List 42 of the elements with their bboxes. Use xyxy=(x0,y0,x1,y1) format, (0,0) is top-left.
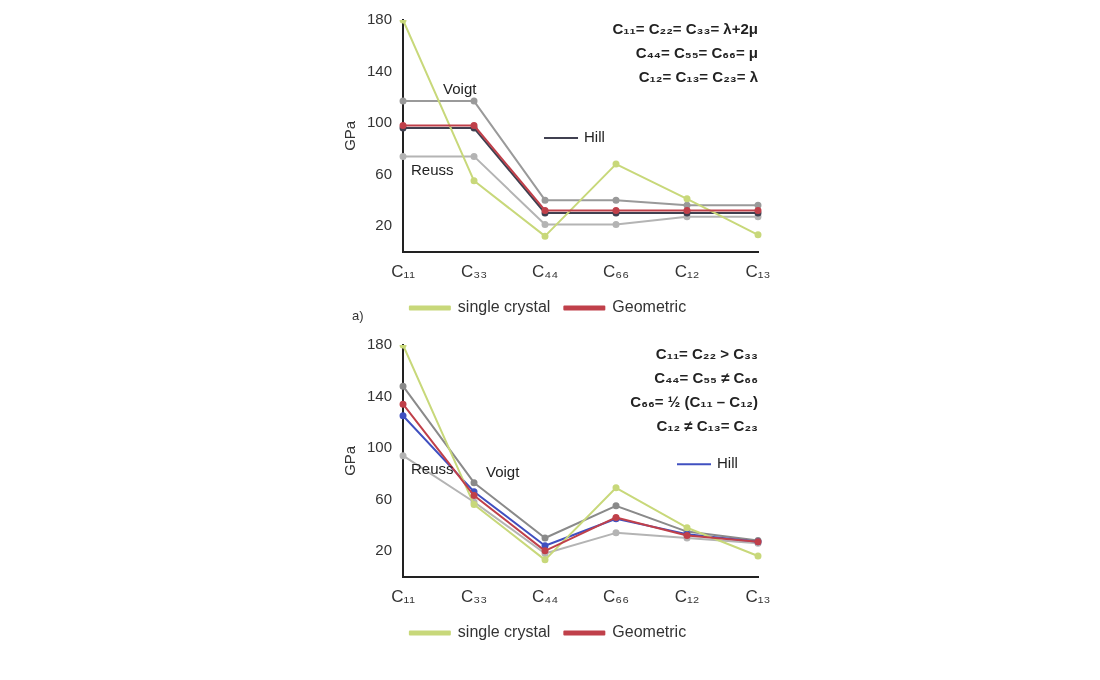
annotation: C₆₆= ½ (C₁₁ – C₁₂) xyxy=(630,392,758,410)
x-tick-label: C₆₆ xyxy=(603,587,630,607)
legend-label: Hill xyxy=(584,128,605,146)
y-tick-label: 60 xyxy=(375,164,393,182)
y-tick-label: 140 xyxy=(367,61,393,79)
annotation: C₄₄= C₅₅= C₆₆= μ xyxy=(635,43,758,61)
x-tick-label: C₁₁ xyxy=(391,587,416,607)
series-label: Voigt xyxy=(443,80,478,98)
legend-label: Geometric xyxy=(612,623,687,641)
x-tick-label: C₄₄ xyxy=(531,262,559,282)
x-tick-label: C₁₂ xyxy=(674,587,700,607)
y-tick-label: 180 xyxy=(367,335,393,353)
y-tick-label: 140 xyxy=(367,386,393,404)
legend-label: Hill xyxy=(717,454,738,472)
legend-label: single crystal xyxy=(457,623,551,641)
series-label: Voigt xyxy=(486,462,521,480)
y-axis-title: GPa xyxy=(341,120,359,151)
x-tick-label: C₁₂ xyxy=(674,262,700,282)
annotation: C₁₁= C₂₂= C₃₃= λ+2μ xyxy=(612,19,758,37)
y-tick-label: 100 xyxy=(367,438,393,456)
x-tick-label: C₄₄ xyxy=(531,587,559,607)
legend-label: single crystal xyxy=(457,298,551,316)
annotation: C₄₄= C₅₅ ≠ C₆₆ xyxy=(654,368,758,386)
series-label: Reuss xyxy=(411,459,454,477)
x-tick-label: C₆₆ xyxy=(603,262,630,282)
y-tick-label: 180 xyxy=(367,10,393,28)
y-tick-label: 60 xyxy=(375,489,393,507)
x-tick-label: C₁₃ xyxy=(745,587,771,607)
series-label: Reuss xyxy=(411,160,454,178)
y-tick-label: 20 xyxy=(375,216,393,234)
annotation: C₁₂= C₁₃= C₂₃= λ xyxy=(638,67,759,85)
legend-label: Geometric xyxy=(612,298,687,316)
text: a) xyxy=(352,308,364,323)
y-tick-label: 100 xyxy=(367,113,393,131)
x-tick-label: C₁₃ xyxy=(745,262,771,282)
annotation: C₁₁= C₂₂ > C₃₃ xyxy=(655,344,759,362)
x-tick-label: C₁₁ xyxy=(391,262,416,282)
y-tick-label: 20 xyxy=(375,541,393,559)
annotation: C₁₂ ≠ C₁₃= C₂₃ xyxy=(656,416,759,434)
x-tick-label: C₃₃ xyxy=(460,262,488,282)
x-tick-label: C₃₃ xyxy=(460,587,488,607)
y-axis-title: GPa xyxy=(341,445,359,476)
